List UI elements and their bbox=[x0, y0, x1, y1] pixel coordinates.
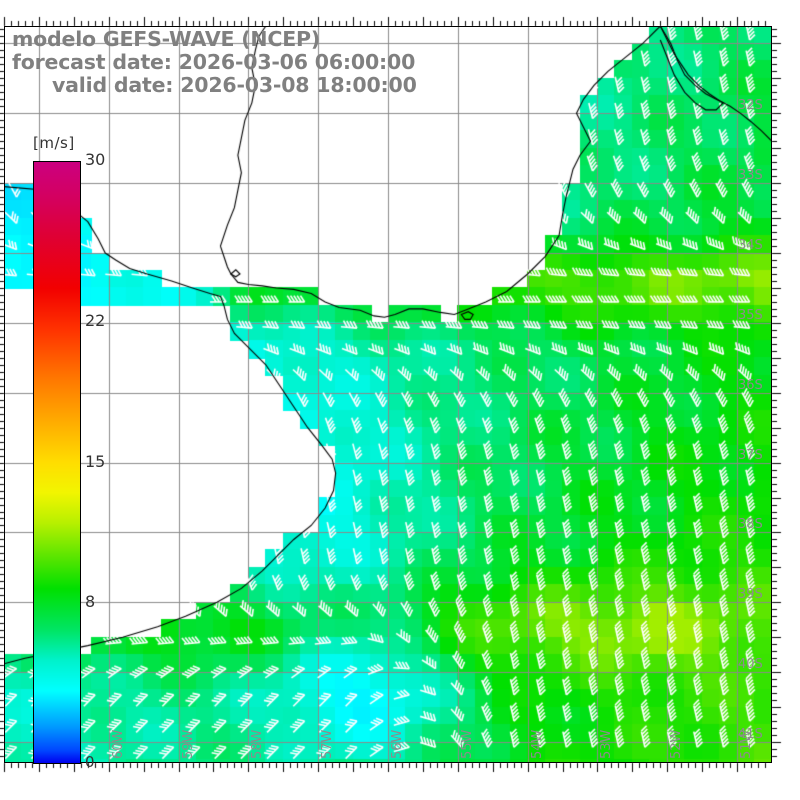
colorbar-unit-label: [m/s] bbox=[33, 134, 75, 152]
lon-label-52w: 52W bbox=[669, 729, 685, 759]
lat-label-37s: 37S bbox=[738, 447, 763, 463]
lat-label-32s: 32S bbox=[738, 98, 763, 114]
colorbar-tick-8: 8 bbox=[85, 592, 96, 612]
lon-label-59w: 59W bbox=[180, 729, 196, 759]
lon-label-56w: 56W bbox=[390, 729, 405, 759]
lat-label-36s: 36S bbox=[738, 377, 763, 393]
colorbar bbox=[33, 161, 81, 764]
lat-label-41s: 41S bbox=[738, 727, 763, 743]
colorbar-tick-0: 0 bbox=[85, 753, 95, 771]
lat-label-40s: 40S bbox=[738, 657, 763, 673]
wind-field-canvas bbox=[4, 26, 772, 763]
colorbar-gradient bbox=[33, 161, 81, 764]
lon-label-53w: 53W bbox=[599, 729, 615, 759]
colorbar-tick-30: 30 bbox=[85, 150, 106, 169]
lon-label-54w: 54W bbox=[529, 729, 545, 759]
lon-label-57w: 57W bbox=[320, 729, 336, 759]
lat-label-38s: 38S bbox=[738, 517, 763, 533]
lon-label-55w: 55W bbox=[459, 729, 475, 759]
colorbar-tick-22: 22 bbox=[85, 310, 106, 330]
lat-label-39s: 39S bbox=[738, 587, 763, 603]
lon-label-58w: 58W bbox=[250, 729, 266, 759]
lon-label-60w: 60W bbox=[110, 729, 126, 759]
colorbar-tick-15: 15 bbox=[85, 451, 106, 471]
lat-label-35s: 35S bbox=[738, 307, 763, 323]
lat-label-34s: 34S bbox=[738, 238, 763, 254]
map-plot-area bbox=[4, 26, 772, 763]
lat-label-33s: 33S bbox=[738, 168, 763, 184]
